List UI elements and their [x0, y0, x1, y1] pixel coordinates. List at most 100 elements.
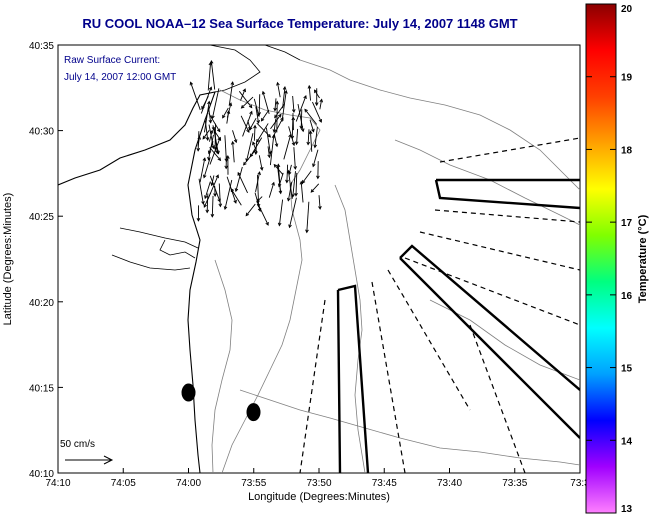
colorbar-tick-label: 18 [621, 145, 633, 156]
colorbar-tick-label: 14 [621, 436, 633, 447]
current-vector [224, 155, 229, 170]
y-tick-label: 40:15 [29, 383, 54, 394]
current-vector [218, 183, 223, 208]
current-vector [308, 130, 313, 152]
current-vector [316, 161, 320, 180]
radial-sectors [336, 178, 580, 473]
observation-markers [181, 383, 261, 422]
colorbar-tick-label: 19 [621, 73, 633, 84]
current-vector [198, 178, 205, 205]
current-vector [249, 137, 263, 158]
current-vector [277, 199, 284, 227]
current-vector [295, 95, 307, 122]
current-vector [282, 86, 287, 109]
current-vector [297, 104, 305, 133]
current-vector [200, 86, 213, 114]
current-vector [222, 107, 229, 119]
current-vector [209, 175, 221, 203]
current-vector [197, 135, 202, 147]
current-vector [240, 96, 254, 109]
x-tick-label: 73:50 [306, 478, 331, 489]
current-vector [189, 81, 201, 111]
current-vector [230, 140, 235, 163]
plot-frame [57, 44, 581, 474]
current-vector [256, 122, 272, 138]
current-vector [208, 113, 221, 133]
x-axis: 74:10 74:05 74:00 73:55 73:50 73:45 73:40 73:35… [45, 468, 590, 489]
current-vector [208, 124, 215, 150]
current-vector [265, 127, 272, 155]
scale-arrow [65, 455, 114, 465]
current-vector [272, 118, 277, 133]
inset-text-line-1: Raw Surface Current: [64, 55, 160, 66]
current-vector [277, 166, 283, 195]
bathymetry-contour-2 [299, 59, 580, 191]
current-vector [275, 100, 280, 133]
current-vector [204, 181, 211, 200]
x-axis-label: Longitude (Degrees:Minutes) [248, 491, 390, 503]
coastline [58, 91, 216, 473]
surface-current-vectors [189, 60, 324, 234]
scale-label: 50 cm/s [60, 439, 95, 450]
current-vector [281, 89, 288, 122]
current-vector [313, 126, 318, 149]
current-vector [276, 81, 281, 98]
x-tick-label: 74:10 [45, 478, 70, 489]
y-axis-label: Latitude (Degrees:Minutes) [2, 193, 14, 326]
current-vector [319, 98, 324, 110]
current-vector [293, 147, 298, 170]
colorbar-tick-label: 16 [621, 291, 633, 302]
current-vector [228, 81, 235, 106]
current-vector [285, 164, 289, 184]
current-vector [234, 166, 243, 193]
current-vector [273, 98, 277, 112]
current-vector [223, 179, 233, 211]
y-tick-label: 40:35 [29, 41, 54, 52]
current-vector [310, 183, 320, 193]
x-tick-label: 73:45 [372, 478, 397, 489]
current-vector [205, 193, 210, 214]
x-tick-label: 73:35 [502, 478, 527, 489]
current-vector [238, 91, 253, 109]
current-vector [237, 171, 248, 194]
current-vector [318, 195, 322, 210]
colorbar-tick-label: 13 [621, 504, 633, 515]
current-vector [199, 157, 207, 183]
current-vector [256, 196, 263, 203]
current-vector [202, 130, 210, 140]
current-vector [294, 128, 299, 146]
current-vector [209, 129, 214, 142]
current-vector [299, 180, 304, 203]
current-vector [242, 110, 253, 137]
current-vector [283, 133, 292, 160]
current-vector [260, 109, 270, 122]
x-tick-label: 74:00 [176, 478, 201, 489]
current-vector [209, 136, 221, 165]
current-vector [252, 141, 258, 153]
harbor-outline [209, 45, 301, 93]
current-vector [230, 188, 242, 206]
current-vector [304, 108, 318, 125]
current-vector [245, 203, 256, 217]
current-vector [204, 100, 211, 133]
current-vector [306, 129, 311, 146]
current-vector [291, 95, 296, 114]
current-vector [211, 88, 220, 120]
observation-marker [246, 403, 261, 422]
current-vector [273, 134, 279, 148]
current-vector [291, 171, 296, 198]
current-vector [313, 89, 320, 99]
radial-dashed-lines [299, 137, 580, 473]
current-vector [232, 130, 238, 144]
y-tick-label: 40:25 [29, 212, 54, 223]
y-axis: 40:35 40:30 40:25 40:20 40:15 40:10 [29, 41, 63, 480]
x-tick-label: 73:3 [570, 478, 590, 489]
observation-marker [181, 383, 196, 402]
y-tick-label: 40:10 [29, 469, 54, 480]
y-tick-label: 40:20 [29, 298, 54, 309]
x-tick-label: 74:05 [111, 478, 136, 489]
chart-title: RU COOL NOAA–12 Sea Surface Temperature:… [82, 16, 518, 31]
current-vector [253, 124, 257, 141]
current-vector [240, 88, 246, 101]
